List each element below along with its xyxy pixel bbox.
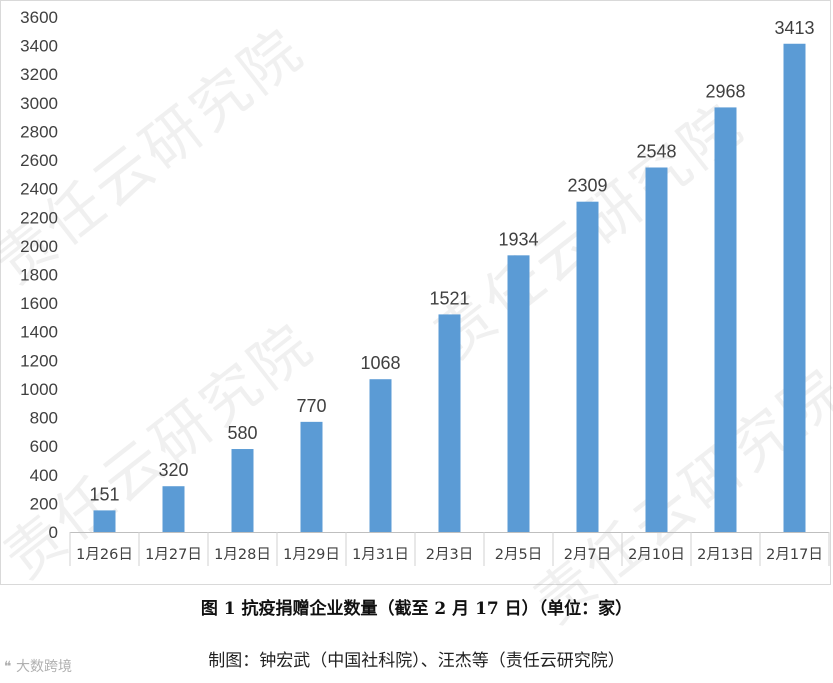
y-tick-label: 800 xyxy=(30,409,58,428)
x-tick-label: 2月5日 xyxy=(495,547,542,563)
bar xyxy=(162,486,185,532)
data-label: 320 xyxy=(158,460,188,480)
y-tick-label: 2800 xyxy=(20,122,58,141)
data-label: 3413 xyxy=(774,18,814,38)
y-tick-label: 1000 xyxy=(20,380,58,399)
data-label: 151 xyxy=(89,484,119,504)
y-tick-label: 3400 xyxy=(20,37,58,56)
x-tick-label: 2月13日 xyxy=(697,547,754,563)
data-label: 2309 xyxy=(567,176,607,196)
bar xyxy=(231,449,254,532)
data-label: 1521 xyxy=(429,288,469,308)
y-tick-label: 1800 xyxy=(20,266,58,285)
x-tick-label: 1月26日 xyxy=(76,547,133,563)
bar xyxy=(576,201,599,532)
bar xyxy=(645,167,668,532)
data-label: 580 xyxy=(227,423,257,443)
x-tick-label: 1月27日 xyxy=(145,547,202,563)
y-tick-label: 3000 xyxy=(20,94,58,113)
figure-caption: 图 1 抗疫捐赠企业数量（截至 2 月 17 日）（单位：家） xyxy=(200,599,633,619)
x-tick-label: 1月29日 xyxy=(283,547,340,563)
x-tick-label: 2月3日 xyxy=(426,547,473,563)
bar xyxy=(783,43,806,532)
y-tick-label: 2600 xyxy=(20,151,58,170)
y-tick-label: 400 xyxy=(30,466,58,485)
x-tick-label: 2月17日 xyxy=(766,547,823,563)
logo-icon: ❝ xyxy=(4,659,16,675)
y-tick-label: 1200 xyxy=(20,351,58,370)
x-tick-label: 1月28日 xyxy=(214,547,271,563)
logo-text: 大数跨境 xyxy=(15,659,72,675)
y-tick-label: 200 xyxy=(30,494,58,513)
data-label: 2548 xyxy=(636,141,676,161)
x-tick-label: 1月31日 xyxy=(352,547,409,563)
chart-frame xyxy=(0,0,831,585)
bar-chart: 0 200 400 600 800 1000 1200 1400 1600 1800 2000 220… xyxy=(20,8,830,566)
bar xyxy=(300,421,323,532)
data-label: 1934 xyxy=(498,229,538,249)
x-tick-label: 2月7日 xyxy=(564,547,611,563)
corner-logo: ❝ 大数跨境 xyxy=(4,656,72,676)
data-label: 1068 xyxy=(360,353,400,373)
y-tick-label: 0 xyxy=(49,523,58,542)
bar xyxy=(438,314,461,532)
bar xyxy=(507,255,530,532)
x-tick-label: 2月10日 xyxy=(628,547,685,563)
y-tick-label: 2400 xyxy=(20,180,58,199)
y-tick-label: 2200 xyxy=(20,208,58,227)
y-tick-label: 600 xyxy=(30,437,58,456)
data-label: 2968 xyxy=(705,81,745,101)
y-tick-label: 2000 xyxy=(20,237,58,256)
data-label: 770 xyxy=(296,396,326,416)
bar xyxy=(93,510,116,532)
y-tick-label: 1400 xyxy=(20,323,58,342)
bar xyxy=(714,107,737,533)
bar xyxy=(369,379,392,532)
figure-credit: 制图：钟宏武（中国社科院）、汪杰等（责任云研究院） xyxy=(208,651,625,671)
y-tick-label: 1600 xyxy=(20,294,58,313)
y-tick-label: 3600 xyxy=(20,8,58,27)
y-tick-label: 3200 xyxy=(20,65,58,84)
